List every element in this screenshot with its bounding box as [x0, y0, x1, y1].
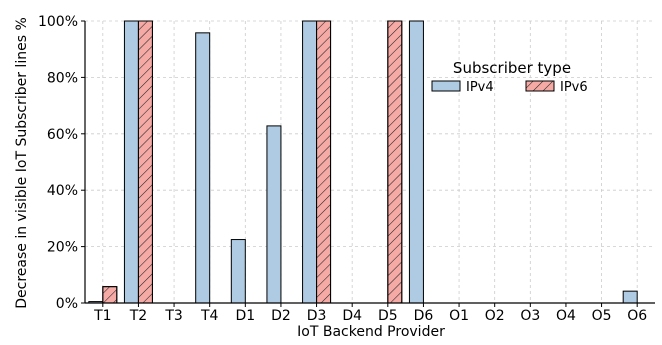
- bar-hatch-t2: [137, 20, 153, 304]
- x-tick-label: D1: [235, 308, 255, 324]
- bar-ipv4-d3: [302, 20, 318, 304]
- x-tick-label: T2: [129, 308, 147, 324]
- bar-ipv4-d6: [408, 20, 424, 304]
- bar-ipv4-t4: [195, 32, 211, 304]
- x-tick-label: D2: [271, 308, 291, 324]
- axes: 0% 20% 40% 60% 80% 100% T1 T2 T3 T4 D1 D2 D3 D4 D5 D6 O1…: [38, 14, 655, 324]
- bar-hatch-t1: [102, 286, 118, 304]
- legend-title: Subscriber type: [453, 59, 571, 77]
- x-tick-label: D6: [414, 308, 434, 324]
- legend-label-ipv6: IPv6: [560, 80, 588, 95]
- x-tick-label: O4: [556, 308, 576, 324]
- legend-swatch-hatch: [525, 80, 555, 92]
- y-tick-label: 100%: [38, 14, 78, 30]
- bar-hatch-d5: [387, 20, 403, 304]
- x-tick-label: T3: [164, 308, 182, 324]
- y-tick-label: 0%: [56, 296, 78, 312]
- x-tick-label: O6: [627, 308, 647, 324]
- x-tick-label: O5: [592, 308, 612, 324]
- x-tick-label: T1: [93, 308, 111, 324]
- x-tick-label: O2: [485, 308, 505, 324]
- bar-hatch-d3: [316, 20, 332, 304]
- bar-ipv4-d2: [266, 125, 282, 304]
- x-tick-label: T4: [200, 308, 219, 324]
- bar-ipv4-t2: [123, 20, 139, 304]
- legend-label-ipv4: IPv4: [466, 80, 494, 95]
- y-axis-label: Decrease in visible IoT Subscriber lines…: [14, 17, 30, 309]
- x-tick-label: D3: [307, 308, 327, 324]
- y-tick-label: 60%: [47, 127, 78, 143]
- bar-ipv4-o6: [622, 290, 638, 304]
- x-tick-label: O1: [449, 308, 469, 324]
- legend-swatch-ipv4: [431, 80, 461, 92]
- y-tick-label: 40%: [47, 183, 78, 199]
- x-tick-label: D4: [342, 308, 362, 324]
- x-tick-label: D5: [378, 308, 398, 324]
- x-axis-label: IoT Backend Provider: [297, 324, 445, 340]
- y-tick-label: 20%: [47, 240, 78, 256]
- legend: Subscriber type IPv4 IPv6: [431, 59, 588, 95]
- x-tick-label: O3: [520, 308, 540, 324]
- bar-ipv4-d1: [230, 239, 246, 304]
- y-tick-label: 80%: [47, 70, 78, 86]
